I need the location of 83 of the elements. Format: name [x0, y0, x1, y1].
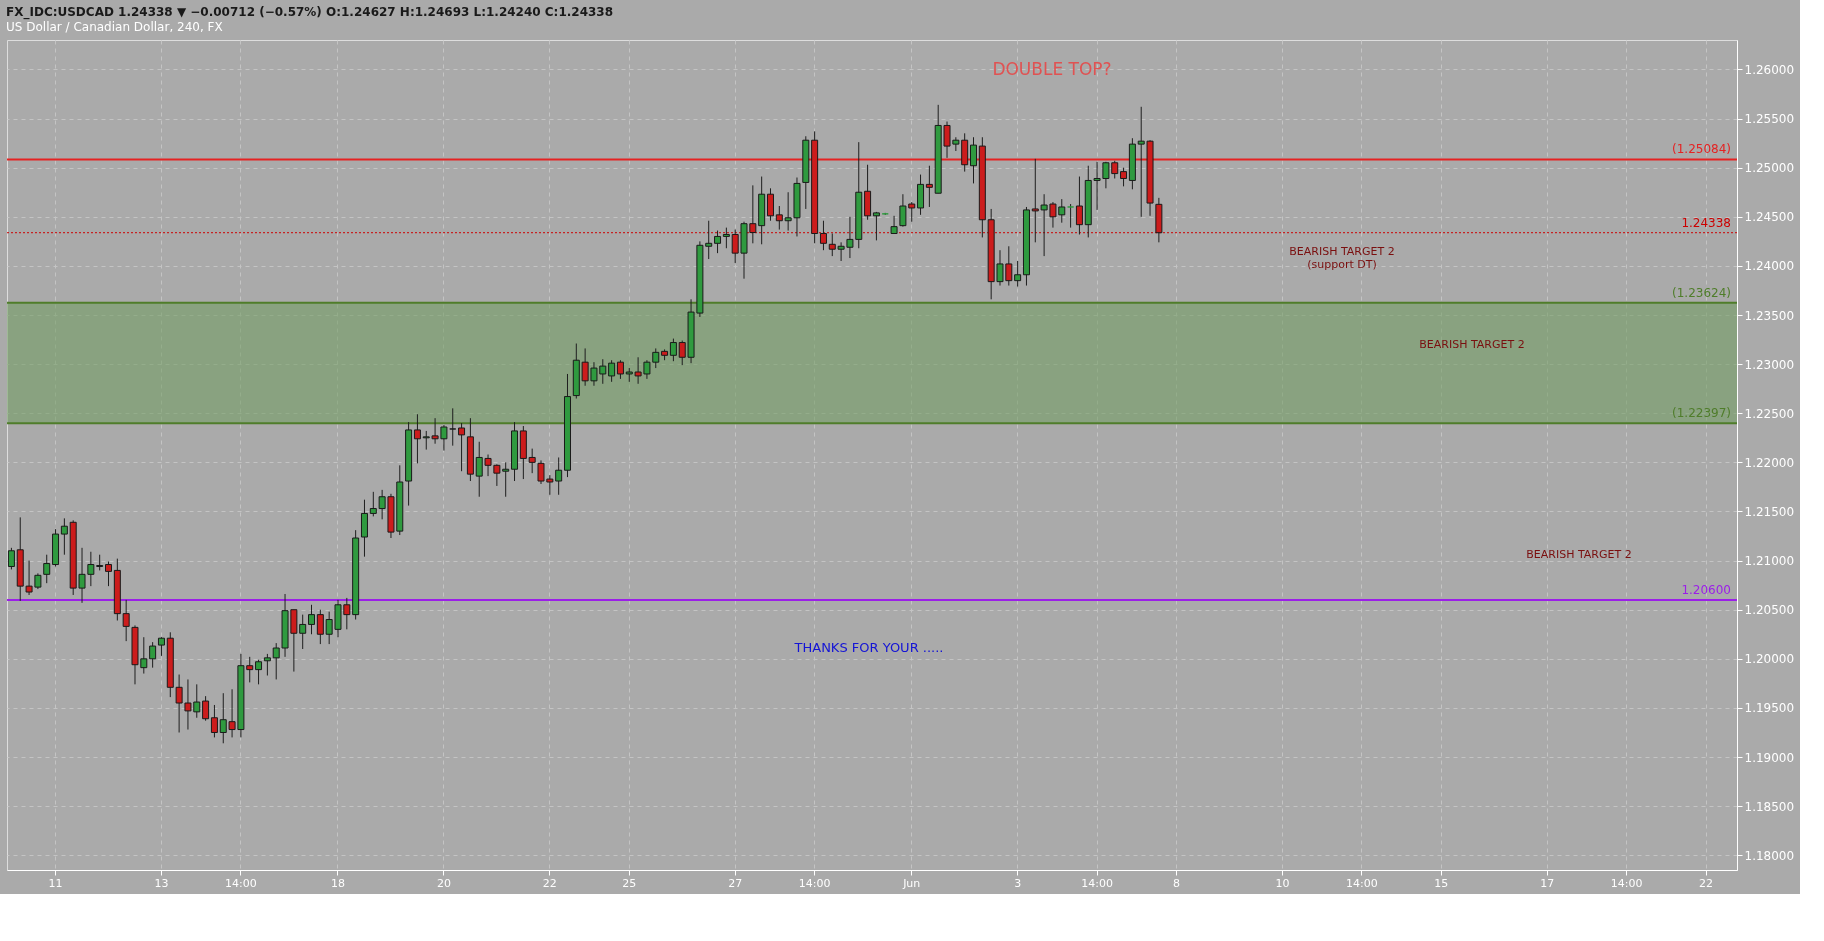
x-tick-label: 3: [1014, 876, 1022, 890]
candlestick: [458, 422, 466, 472]
x-tick-label: 17: [1540, 876, 1555, 890]
annotation: BEARISH TARGET 2 (support DT): [1289, 245, 1395, 271]
y-tick-label: 1.18000: [1744, 848, 1795, 863]
y-tick-label: 1.26000: [1744, 62, 1795, 77]
y-tick-label: 1.23500: [1744, 308, 1795, 323]
candlestick: [413, 413, 421, 464]
candlestick: [819, 220, 827, 251]
candlestick: [890, 215, 898, 234]
candlestick: [7, 547, 15, 570]
x-tick-label: 8: [1173, 876, 1181, 890]
x-tick-label: 14:00: [225, 876, 257, 890]
candlestick: [555, 456, 563, 496]
y-tick-label: 1.21500: [1744, 504, 1795, 519]
y-tick-label: 1.22500: [1744, 406, 1795, 421]
ref-line-label: 1.24338: [1681, 215, 1731, 230]
chart-title: FX_IDC:USDCAD 1.24338 ▼ −0.00712 (−0.57%) O:1.24627 H:1.24693 L:1.24240 C:1.24338: [6, 5, 614, 20]
y-tick-label: 1.22000: [1744, 455, 1795, 470]
candlestick: [149, 641, 157, 669]
y-tick-label: 1.21000: [1744, 554, 1795, 569]
candlestick: [360, 499, 368, 558]
candlestick: [766, 187, 774, 222]
candlestick: [449, 407, 457, 447]
ref-line-label: (1.22397): [1672, 406, 1731, 421]
candlestick: [308, 604, 316, 635]
y-tick-label: 1.23000: [1744, 357, 1795, 372]
x-tick-label: 14:00: [1081, 876, 1113, 890]
x-tick-label: 13: [154, 876, 169, 890]
ref-line-label: (1.25084): [1672, 142, 1731, 157]
x-tick-label: 15: [1434, 876, 1449, 890]
y-tick-label: 1.24000: [1744, 259, 1795, 274]
ref-line-label: 1.20600: [1681, 582, 1731, 597]
x-tick-label: 22: [1699, 876, 1714, 890]
y-tick-label: 1.20500: [1744, 603, 1795, 618]
y-tick-label: 1.24500: [1744, 210, 1795, 225]
x-tick-label: 27: [728, 876, 743, 890]
candlestick: [1014, 260, 1022, 288]
annotation: DOUBLE TOP?: [992, 59, 1112, 79]
ref-line-label: (1.23624): [1672, 285, 1731, 300]
candlestick: [202, 695, 210, 722]
x-tick-label: 25: [622, 876, 637, 890]
y-tick-label: 1.25000: [1744, 161, 1795, 176]
candlestick: [528, 448, 536, 474]
candlestick: [1067, 203, 1075, 229]
chart-subtitle: US Dollar / Canadian Dollar, 240, FX: [6, 20, 223, 34]
candlestick: [263, 653, 271, 677]
candlestick: [608, 359, 616, 383]
candlestick: [925, 165, 933, 208]
y-tick-label: 1.18500: [1744, 799, 1795, 814]
x-tick-label: 14:00: [1610, 876, 1643, 890]
y-tick-label: 1.20000: [1744, 652, 1795, 667]
x-tick-label: 14:00: [1346, 876, 1378, 890]
candlestick: [210, 704, 218, 738]
x-tick-label: 22: [542, 876, 557, 890]
candlestick: [157, 636, 165, 657]
candlestick: [105, 561, 113, 587]
candlestick: [60, 517, 68, 556]
candlestick: [1075, 176, 1083, 235]
candlestick: [43, 554, 51, 584]
annotation: THANKS FOR YOUR .....: [793, 640, 944, 655]
candlestick: [255, 659, 263, 685]
x-tick-label: 10: [1275, 876, 1290, 890]
x-tick-label: Jun: [902, 876, 921, 890]
y-tick-label: 1.19500: [1744, 701, 1795, 716]
candlestick: [970, 136, 978, 184]
y-tick-label: 1.25500: [1744, 112, 1795, 127]
annotation: BEARISH TARGET 2: [1526, 548, 1632, 561]
x-tick-label: 18: [330, 876, 345, 890]
candlestick: [722, 227, 730, 249]
x-tick-label: 20: [436, 876, 451, 890]
candlestick: [316, 609, 324, 645]
y-tick-label: 1.19000: [1744, 750, 1795, 765]
candlestick: [616, 359, 624, 380]
candlestick: [872, 211, 880, 241]
candlestick: [1120, 167, 1128, 187]
annotation: BEARISH TARGET 2: [1419, 338, 1525, 351]
candlestick: [714, 230, 722, 254]
candlestick: [669, 338, 677, 362]
candlestick: [122, 599, 130, 642]
candlestick: [917, 174, 925, 216]
x-tick-label: 11: [48, 876, 63, 890]
x-tick-label: 14:00: [798, 876, 831, 890]
